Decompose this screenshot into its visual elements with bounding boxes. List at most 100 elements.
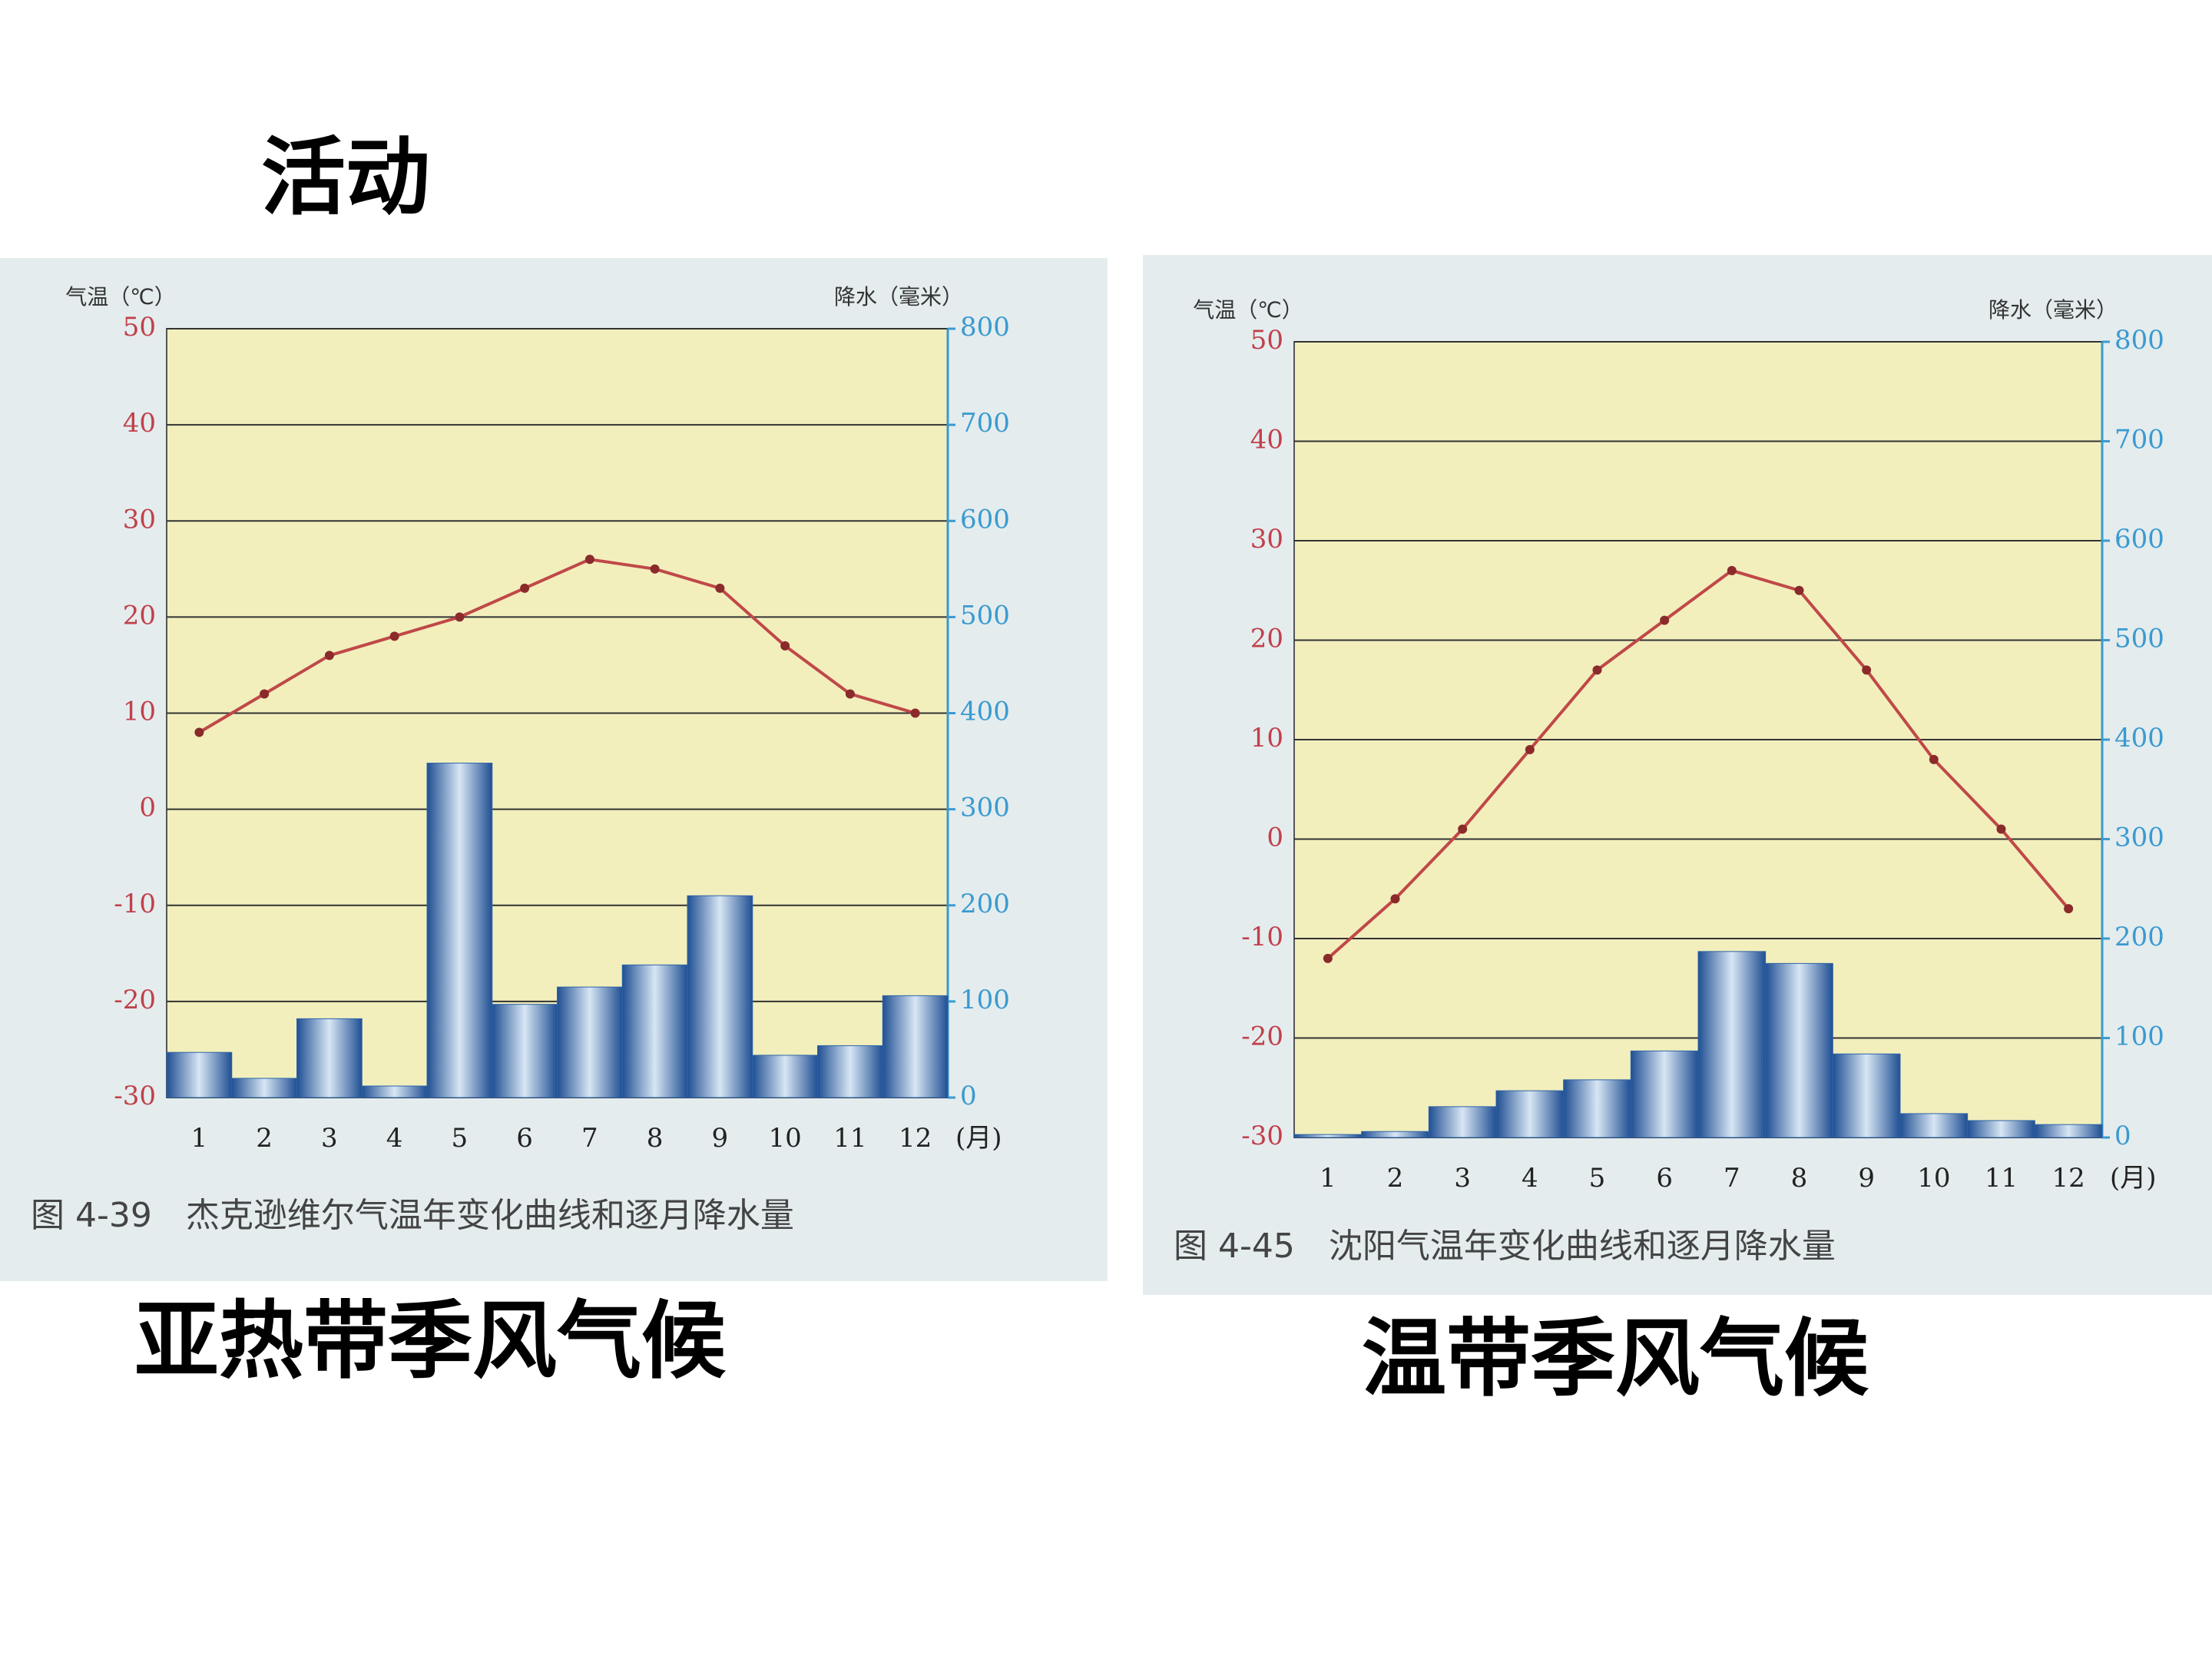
temp-point	[1592, 665, 1602, 675]
x-tick-label: 1	[1320, 1163, 1336, 1194]
x-tick-label: 3	[1454, 1163, 1471, 1194]
y2-tick-label: 200	[2114, 922, 2164, 952]
temp-point	[1794, 585, 1804, 595]
temp-point	[1323, 953, 1333, 963]
precip-bar	[687, 895, 753, 1098]
precip-bar	[296, 1018, 363, 1098]
temp-point	[1660, 615, 1670, 625]
x-tick-label: 6	[1656, 1163, 1673, 1194]
y2-tick-label: 200	[960, 889, 1010, 919]
precip-bar	[1563, 1079, 1631, 1138]
x-tick-label: 2	[1387, 1163, 1404, 1194]
temp-point	[1862, 665, 1872, 675]
x-tick-label: 1	[191, 1123, 208, 1154]
x-tick-label: 12	[2052, 1163, 2085, 1194]
y-tick-label: -10	[1241, 922, 1283, 952]
temp-point	[1458, 824, 1468, 834]
x-tick-label: 7	[1724, 1163, 1740, 1194]
y2-tick-label: 600	[960, 504, 1010, 535]
temp-line	[1326, 568, 2070, 960]
y2-tick-label: 800	[960, 312, 1010, 343]
y-tick-label: 0	[139, 793, 156, 823]
x-tick-label: 8	[647, 1123, 664, 1154]
precip-bar	[1967, 1120, 2035, 1138]
temp-point	[845, 689, 855, 699]
caption: 图 4-45 沈阳气温年变化曲线和逐月降水量	[1174, 1227, 1836, 1266]
precip-bar	[1832, 1053, 1901, 1138]
x-tick-label: 11	[1985, 1163, 2018, 1194]
precip-bar	[752, 1055, 818, 1098]
y-tick-label: 0	[1267, 823, 1283, 853]
y2-axis-label: 降水（毫米）	[834, 284, 963, 310]
x-tick-label: 9	[1858, 1163, 1875, 1194]
precip-bar	[492, 1004, 558, 1098]
precip-bar	[166, 1051, 233, 1098]
y2-tick-label: 300	[960, 793, 1010, 823]
x-axis-label: (月)	[955, 1123, 1002, 1154]
temp-line	[198, 558, 916, 734]
y-tick-label: 20	[1250, 624, 1283, 654]
temp-point	[520, 583, 530, 593]
x-tick-label: 2	[256, 1123, 273, 1154]
precip-bar	[426, 763, 493, 1098]
x-tick-label: 10	[768, 1123, 801, 1154]
temp-point	[910, 708, 920, 718]
y2-tick-label: 0	[960, 1081, 977, 1111]
precip-bar	[1630, 1050, 1699, 1138]
temp-point	[455, 612, 465, 622]
precip-bar	[1765, 962, 1833, 1138]
y2-tick-label: 700	[960, 408, 1010, 439]
temp-point	[324, 651, 334, 661]
precip-bar	[817, 1045, 883, 1098]
y-axis-label: 气温（℃）	[1193, 297, 1303, 323]
temp-point	[650, 564, 660, 574]
y-tick-label: 30	[1250, 524, 1283, 555]
precip-bar	[1293, 1134, 1363, 1138]
y-tick-label: 50	[1250, 325, 1283, 356]
y-tick-label: -30	[114, 1081, 156, 1111]
temp-point	[194, 727, 204, 737]
precip-bar	[361, 1085, 428, 1098]
y2-tick-label: 100	[2114, 1022, 2164, 1052]
x-tick-label: 4	[386, 1123, 403, 1154]
x-tick-label: 11	[833, 1123, 866, 1154]
y2-tick-label: 0	[2114, 1121, 2131, 1151]
y2-tick-label: 700	[2114, 425, 2164, 455]
y-tick-label: 40	[1250, 425, 1283, 455]
climate-label: 温带季风气候	[1362, 1309, 1869, 1408]
y-tick-label: 20	[123, 600, 156, 631]
precip-bar	[1428, 1106, 1497, 1138]
y2-tick-label: 100	[960, 985, 1010, 1015]
x-tick-label: 12	[899, 1123, 932, 1154]
x-tick-label: 9	[712, 1123, 729, 1154]
temp-point	[584, 555, 594, 565]
x-tick-label: 4	[1522, 1163, 1538, 1194]
y2-tick-label: 600	[2114, 524, 2164, 555]
temp-point	[2064, 904, 2074, 914]
temp-point	[389, 631, 399, 641]
y-tick-label: -30	[1241, 1121, 1283, 1151]
precip-bar	[882, 995, 949, 1098]
y-tick-label: 10	[123, 697, 156, 727]
x-tick-label: 5	[1589, 1163, 1606, 1194]
y2-axis-label: 降水（毫米）	[1988, 297, 2118, 323]
page-title: 活动	[261, 127, 430, 227]
y-tick-label: -20	[1241, 1022, 1283, 1052]
precip-bar	[1495, 1090, 1565, 1138]
x-tick-label: 7	[581, 1123, 598, 1154]
temp-point	[780, 641, 790, 651]
precip-bar	[1697, 951, 1767, 1138]
x-tick-label: 8	[1791, 1163, 1808, 1194]
y-tick-label: -10	[114, 889, 156, 919]
y-tick-label: -20	[114, 985, 156, 1015]
y2-tick-label: 400	[2114, 723, 2164, 753]
x-tick-label: 3	[321, 1123, 338, 1154]
x-tick-label: 6	[516, 1123, 533, 1154]
precip-bar	[557, 986, 623, 1098]
temp-point	[1390, 894, 1400, 904]
temp-point	[715, 583, 725, 593]
precip-bar	[231, 1078, 297, 1098]
y2-tick-label: 500	[960, 600, 1010, 631]
precip-bar	[1899, 1113, 1969, 1138]
y2-tick-label: 400	[960, 697, 1010, 727]
